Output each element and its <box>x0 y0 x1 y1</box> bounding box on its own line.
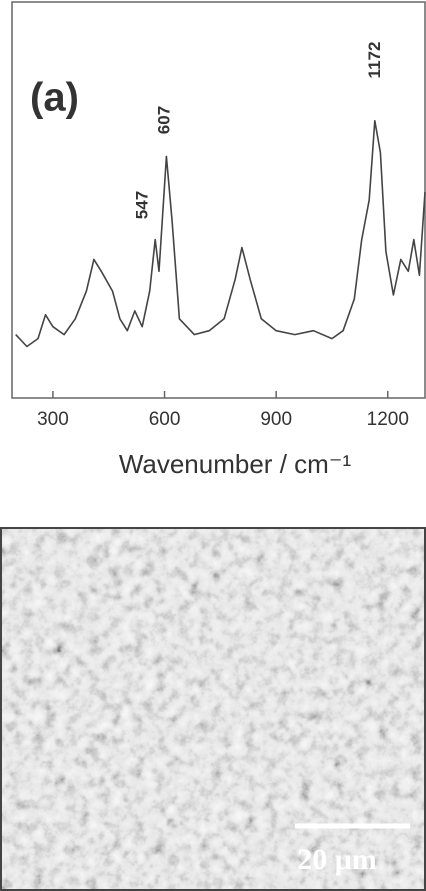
peak-label: 547 <box>132 191 151 219</box>
x-tick-label: 900 <box>260 409 292 430</box>
x-tick-label: 600 <box>149 409 181 430</box>
micrograph-image <box>0 527 426 891</box>
peak-label: 607 <box>155 106 174 134</box>
micrograph-frame <box>0 527 426 891</box>
micrograph: 20 μm <box>0 527 426 891</box>
peak-label: 1172 <box>365 42 384 79</box>
x-axis-label: Wavenumber / cm⁻¹ <box>119 449 352 479</box>
spectrum-line <box>15 120 426 348</box>
x-tick-label: 1200 <box>367 409 409 430</box>
x-tick-label: 300 <box>37 409 69 430</box>
plot-frame <box>11 1 426 399</box>
panel-label: (a) <box>30 76 79 120</box>
scale-bar-label: 20 μm <box>297 843 377 876</box>
